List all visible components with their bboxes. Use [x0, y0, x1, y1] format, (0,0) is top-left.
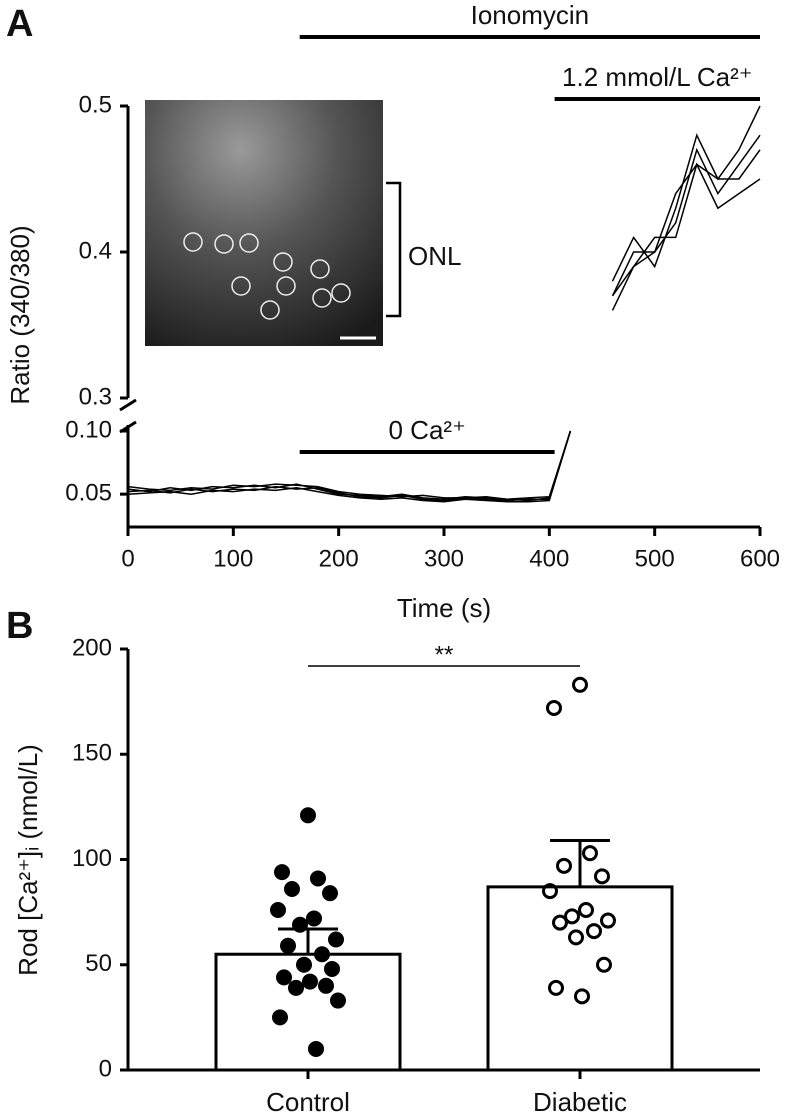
data-point — [568, 929, 584, 946]
trace — [127, 162, 761, 503]
x-tick-label: 100 — [213, 545, 253, 572]
data-point — [578, 902, 594, 919]
data-point — [322, 885, 338, 902]
data-point — [306, 910, 322, 927]
x-tick-label: 200 — [319, 545, 359, 572]
y-tick-label: 0.4 — [79, 237, 112, 264]
y-tick-label: 100 — [72, 845, 112, 872]
data-point — [274, 864, 290, 881]
x-tick-label: 500 — [635, 545, 675, 572]
y-tick-label: 0.10 — [65, 416, 112, 443]
data-point — [600, 912, 616, 929]
data-point — [596, 956, 612, 973]
x-tick-label: 0 — [121, 545, 134, 572]
data-point — [556, 857, 572, 874]
data-point — [586, 923, 602, 940]
data-point — [546, 699, 562, 716]
axis-break — [119, 398, 137, 434]
period-label: Ionomycin — [471, 0, 590, 30]
x-tick-label: Control — [266, 1087, 350, 1117]
data-point — [564, 908, 580, 925]
data-point — [548, 979, 564, 996]
x-tick-label: Diabetic — [533, 1087, 627, 1117]
data-point — [296, 956, 312, 973]
x-tick-label: 600 — [740, 545, 780, 572]
y-tick-label: 200 — [72, 634, 112, 661]
y-tick-label: 150 — [72, 740, 112, 767]
trace — [127, 149, 761, 502]
x-tick-label: 300 — [424, 545, 464, 572]
panel-label: B — [6, 605, 33, 647]
data-point — [288, 979, 304, 996]
data-point — [276, 969, 292, 986]
data-point — [310, 870, 326, 887]
data-point — [300, 807, 316, 824]
data-point — [318, 977, 334, 994]
trace — [127, 105, 761, 500]
y-tick-label: 0 — [99, 1055, 112, 1082]
data-point — [284, 880, 300, 897]
data-point — [328, 931, 344, 948]
data-point — [272, 1009, 288, 1026]
y-axis-title: Ratio (340/380) — [5, 225, 35, 404]
bar — [486, 885, 674, 1072]
panel-label: A — [6, 3, 33, 45]
data-point — [582, 845, 598, 862]
data-point — [302, 973, 318, 990]
data-point — [542, 883, 558, 900]
y-tick-label: 0.5 — [79, 91, 112, 118]
data-point — [572, 676, 588, 693]
data-point — [552, 914, 568, 931]
period-label: 1.2 mmol/L Ca²⁺ — [562, 62, 752, 92]
inset-label: ONL — [408, 241, 461, 271]
error-bar — [550, 839, 610, 887]
error-bar — [278, 927, 338, 955]
y-tick-label: 50 — [85, 950, 112, 977]
bar — [214, 952, 402, 1072]
y-tick-label: 0.3 — [79, 383, 112, 410]
data-point — [324, 960, 340, 977]
y-axis-title: Rod [Ca²⁺]ᵢ (nmol/L) — [13, 744, 43, 976]
data-point — [594, 868, 610, 885]
period-label: 0 Ca²⁺ — [388, 415, 465, 445]
inset-image — [145, 100, 402, 346]
y-tick-label: 0.05 — [65, 480, 112, 507]
x-axis-title: Time (s) — [397, 593, 491, 623]
data-point — [330, 992, 346, 1009]
data-point — [270, 902, 286, 919]
data-point — [280, 937, 296, 954]
data-point — [308, 1040, 324, 1057]
data-point — [574, 988, 590, 1005]
significance-label: ** — [435, 641, 454, 668]
x-tick-label: 400 — [529, 545, 569, 572]
data-point — [314, 946, 330, 963]
